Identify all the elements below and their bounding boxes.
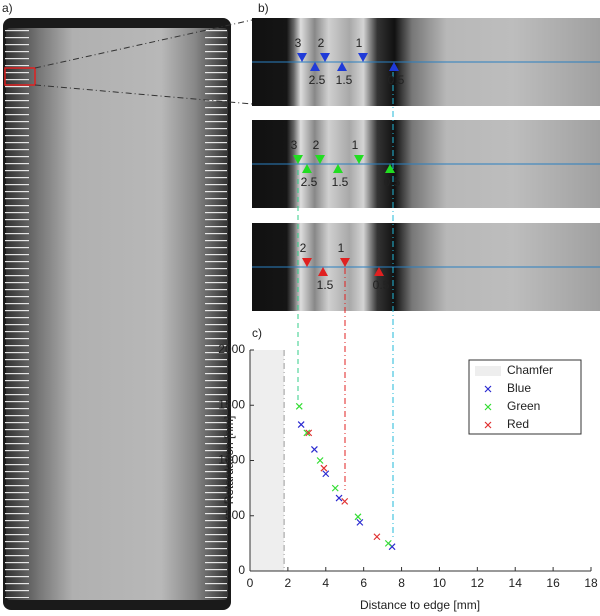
fringe-order-label: 1 [356, 36, 363, 50]
x-tick-label: 6 [360, 576, 367, 590]
fringe-marker [333, 164, 343, 173]
x-tick-label: 4 [322, 576, 329, 590]
x-tick-label: 2 [285, 576, 292, 590]
fringe-order-label: 1 [338, 241, 345, 255]
legend-label: Blue [507, 381, 531, 395]
point [297, 421, 305, 429]
chamfer-region [250, 350, 285, 571]
fringe-marker [310, 62, 320, 71]
point [305, 429, 313, 437]
point [384, 539, 392, 547]
fringe-marker [354, 155, 364, 164]
fringe-order-label: 1.5 [317, 278, 334, 292]
point [356, 518, 364, 526]
fringe-order-label: 0.5 [373, 278, 390, 292]
y-tick-label: 2000 [218, 342, 245, 356]
fringe-order-label: 2 [300, 241, 307, 255]
fringe-order-label: 2.5 [309, 73, 326, 87]
fringe-order-label: 3 [295, 36, 302, 50]
fringe-order-label: 2 [318, 36, 325, 50]
x-tick-label: 10 [433, 576, 447, 590]
y-tick-label: 1500 [218, 397, 245, 411]
fringe-marker [297, 53, 307, 62]
legend-marker [484, 403, 492, 411]
x-axis-label: Distance to edge [mm] [360, 598, 480, 612]
x-tick-label: 14 [509, 576, 523, 590]
x-tick-label: 0 [247, 576, 254, 590]
point [320, 464, 328, 472]
panel-label: a) [2, 1, 13, 15]
point [295, 402, 303, 410]
fringe-marker [315, 155, 325, 164]
y-axis-label: Retardation [nm] [222, 416, 236, 505]
fringe-marker [302, 164, 312, 173]
fringe-marker [389, 62, 399, 71]
point [341, 497, 349, 505]
fringe-order-label: 1.5 [336, 73, 353, 87]
fringe-order-label: 3 [291, 138, 298, 152]
fringe-images [252, 18, 600, 538]
fringe-marker [358, 53, 368, 62]
point [335, 494, 343, 502]
fringe-order-label: 1.5 [332, 175, 349, 189]
point [316, 457, 324, 464]
x-tick-label: 12 [471, 576, 485, 590]
panel-label: b) [258, 1, 269, 15]
y-tick-label: 0 [238, 563, 245, 577]
fringe-marker [337, 62, 347, 71]
legend-label: Green [507, 399, 540, 413]
legend-marker [484, 385, 492, 393]
fringe-marker [318, 267, 328, 276]
x-tick-label: 8 [398, 576, 405, 590]
fringe-marker [385, 164, 395, 173]
point [310, 446, 318, 453]
fringe-order-label: 1 [352, 138, 359, 152]
point [373, 533, 381, 541]
x-tick-label: 16 [546, 576, 560, 590]
legend-swatch [475, 366, 501, 376]
point [331, 484, 339, 492]
y-tick-label: 500 [225, 508, 245, 522]
y-tick-label: 1000 [218, 453, 245, 467]
legend-marker [484, 421, 492, 429]
point [303, 429, 311, 437]
fringe-order-label: 0.5 [384, 175, 401, 189]
legend-label: Red [507, 417, 529, 431]
photo-panel [3, 18, 253, 610]
legend-label: Chamfer [507, 363, 553, 377]
x-tick-label: 18 [584, 576, 598, 590]
fringe-order-label: 2 [313, 138, 320, 152]
point [354, 513, 362, 521]
fringe-marker [293, 155, 303, 164]
fringe-marker [302, 258, 312, 267]
fringe-order-label: 0.5 [388, 73, 405, 87]
fringe-marker [340, 258, 350, 267]
fringe-marker [320, 53, 330, 62]
panel-label: c) [252, 326, 262, 340]
fringe-marker [374, 267, 384, 276]
point [322, 470, 330, 478]
fringe-order-label: 2.5 [301, 175, 318, 189]
